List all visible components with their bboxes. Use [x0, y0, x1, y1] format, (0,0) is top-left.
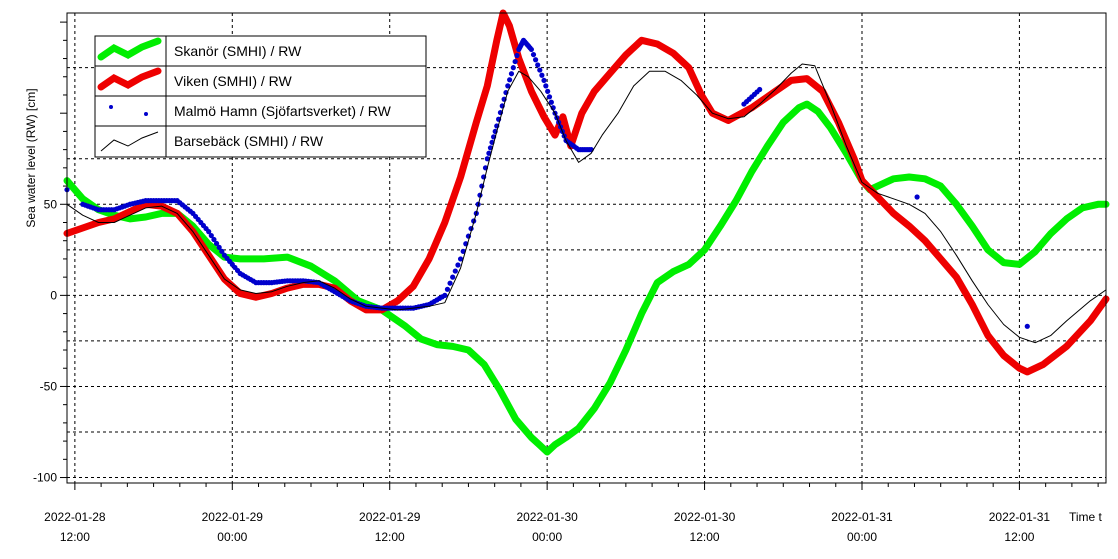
x-axis-label: Time t: [1069, 510, 1103, 524]
x-tick-label-time: 00:00: [217, 530, 247, 544]
data-point-malmo: [211, 236, 217, 243]
data-point-malmo: [505, 83, 511, 89]
data-point-malmo: [543, 83, 549, 89]
data-point-malmo: [208, 232, 214, 239]
x-tick-label-time: 12:00: [690, 530, 720, 544]
x-tick-label-time: 00:00: [532, 530, 562, 544]
plot-frame: [66, 12, 1107, 484]
x-axis: 2022-01-28 12:00 2022-01-29 00:00 2022-01-29…: [44, 483, 1099, 544]
y-axis-label: Sea water level (RW) [cm]: [24, 88, 38, 227]
data-point-malmo: [530, 51, 537, 58]
data-point-malmo: [512, 58, 518, 65]
x-tick-label-date: 2022-01-29: [359, 510, 421, 524]
data-point-malmo: [457, 256, 464, 262]
data-point-malmo: [486, 150, 492, 156]
legend-label-viken: Viken (SMHI) / RW: [174, 73, 293, 89]
data-point-malmo: [539, 72, 545, 78]
series-line-barseback: [66, 63, 1107, 344]
data-point-malmo: [450, 274, 456, 280]
y-tick-label: 0: [50, 288, 57, 302]
legend-swatch-skanor: [97, 37, 162, 61]
y-tick-label: -100: [33, 471, 57, 485]
data-point-malmo: [206, 229, 212, 235]
data-point-malmo: [546, 94, 553, 100]
legend-label-malmo: Malmö Hamn (Sjöfartsverket) / RW: [174, 103, 392, 119]
series-malmo: [64, 37, 1030, 329]
data-point-malmo: [757, 86, 763, 93]
data-point-malmo: [452, 268, 458, 274]
data-point-malmo: [508, 71, 515, 77]
x-tick-label-time: 12:00: [1004, 530, 1034, 544]
data-point-malmo: [484, 156, 490, 162]
data-point-malmo: [528, 46, 535, 53]
data-point-malmo: [535, 62, 541, 68]
legend-swatch-malmo: [109, 105, 113, 109]
legend-label-skanor: Skanör (SMHI) / RW: [174, 43, 302, 59]
data-point-malmo: [213, 240, 220, 247]
data-point-malmo: [216, 244, 222, 250]
series-layer: [63, 9, 1110, 456]
data-point-malmo: [455, 262, 461, 268]
legend-label-barseback: Barsebäck (SMHI) / RW: [174, 133, 324, 149]
data-point-malmo: [914, 194, 920, 200]
data-point-malmo: [460, 248, 466, 254]
series-line-skanor: [63, 100, 1110, 456]
legend: Skanör (SMHI) / RW Viken (SMHI) / RW Mal…: [94, 35, 427, 158]
data-point-malmo: [545, 88, 551, 94]
data-point-malmo: [532, 57, 539, 63]
x-tick-label-date: 2022-01-29: [202, 510, 264, 524]
x-tick-label-time: 12:00: [60, 530, 90, 544]
data-point-malmo: [447, 280, 453, 286]
x-tick-label-date: 2022-01-31: [989, 510, 1051, 524]
data-point-malmo: [442, 292, 448, 298]
x-tick-label-date: 2022-01-30: [516, 510, 578, 524]
y-tick-label: 50: [44, 197, 58, 211]
x-tick-label-time: 00:00: [847, 530, 877, 544]
x-tick-label-date: 2022-01-30: [674, 510, 736, 524]
x-tick-label-time: 12:00: [375, 530, 405, 544]
data-point-malmo: [541, 77, 547, 84]
legend-swatch-barseback: [100, 131, 159, 152]
legend-swatch-malmo: [144, 112, 148, 116]
y-tick-label: -50: [40, 379, 58, 393]
data-point-malmo: [219, 248, 225, 254]
x-tick-label-date: 2022-01-28: [44, 510, 106, 524]
legend-swatch-viken: [97, 67, 162, 91]
data-point-malmo: [510, 65, 516, 71]
series-line-viken: [63, 9, 1110, 376]
data-point-malmo: [1024, 323, 1030, 329]
data-point-malmo: [514, 52, 520, 59]
data-point-malmo: [548, 99, 554, 105]
x-tick-label-date: 2022-01-31: [831, 510, 893, 524]
y-axis: 50 0 -50 -100: [33, 21, 67, 485]
data-point-malmo: [537, 67, 543, 73]
data-point-malmo: [507, 77, 513, 83]
data-point-malmo: [444, 286, 451, 292]
